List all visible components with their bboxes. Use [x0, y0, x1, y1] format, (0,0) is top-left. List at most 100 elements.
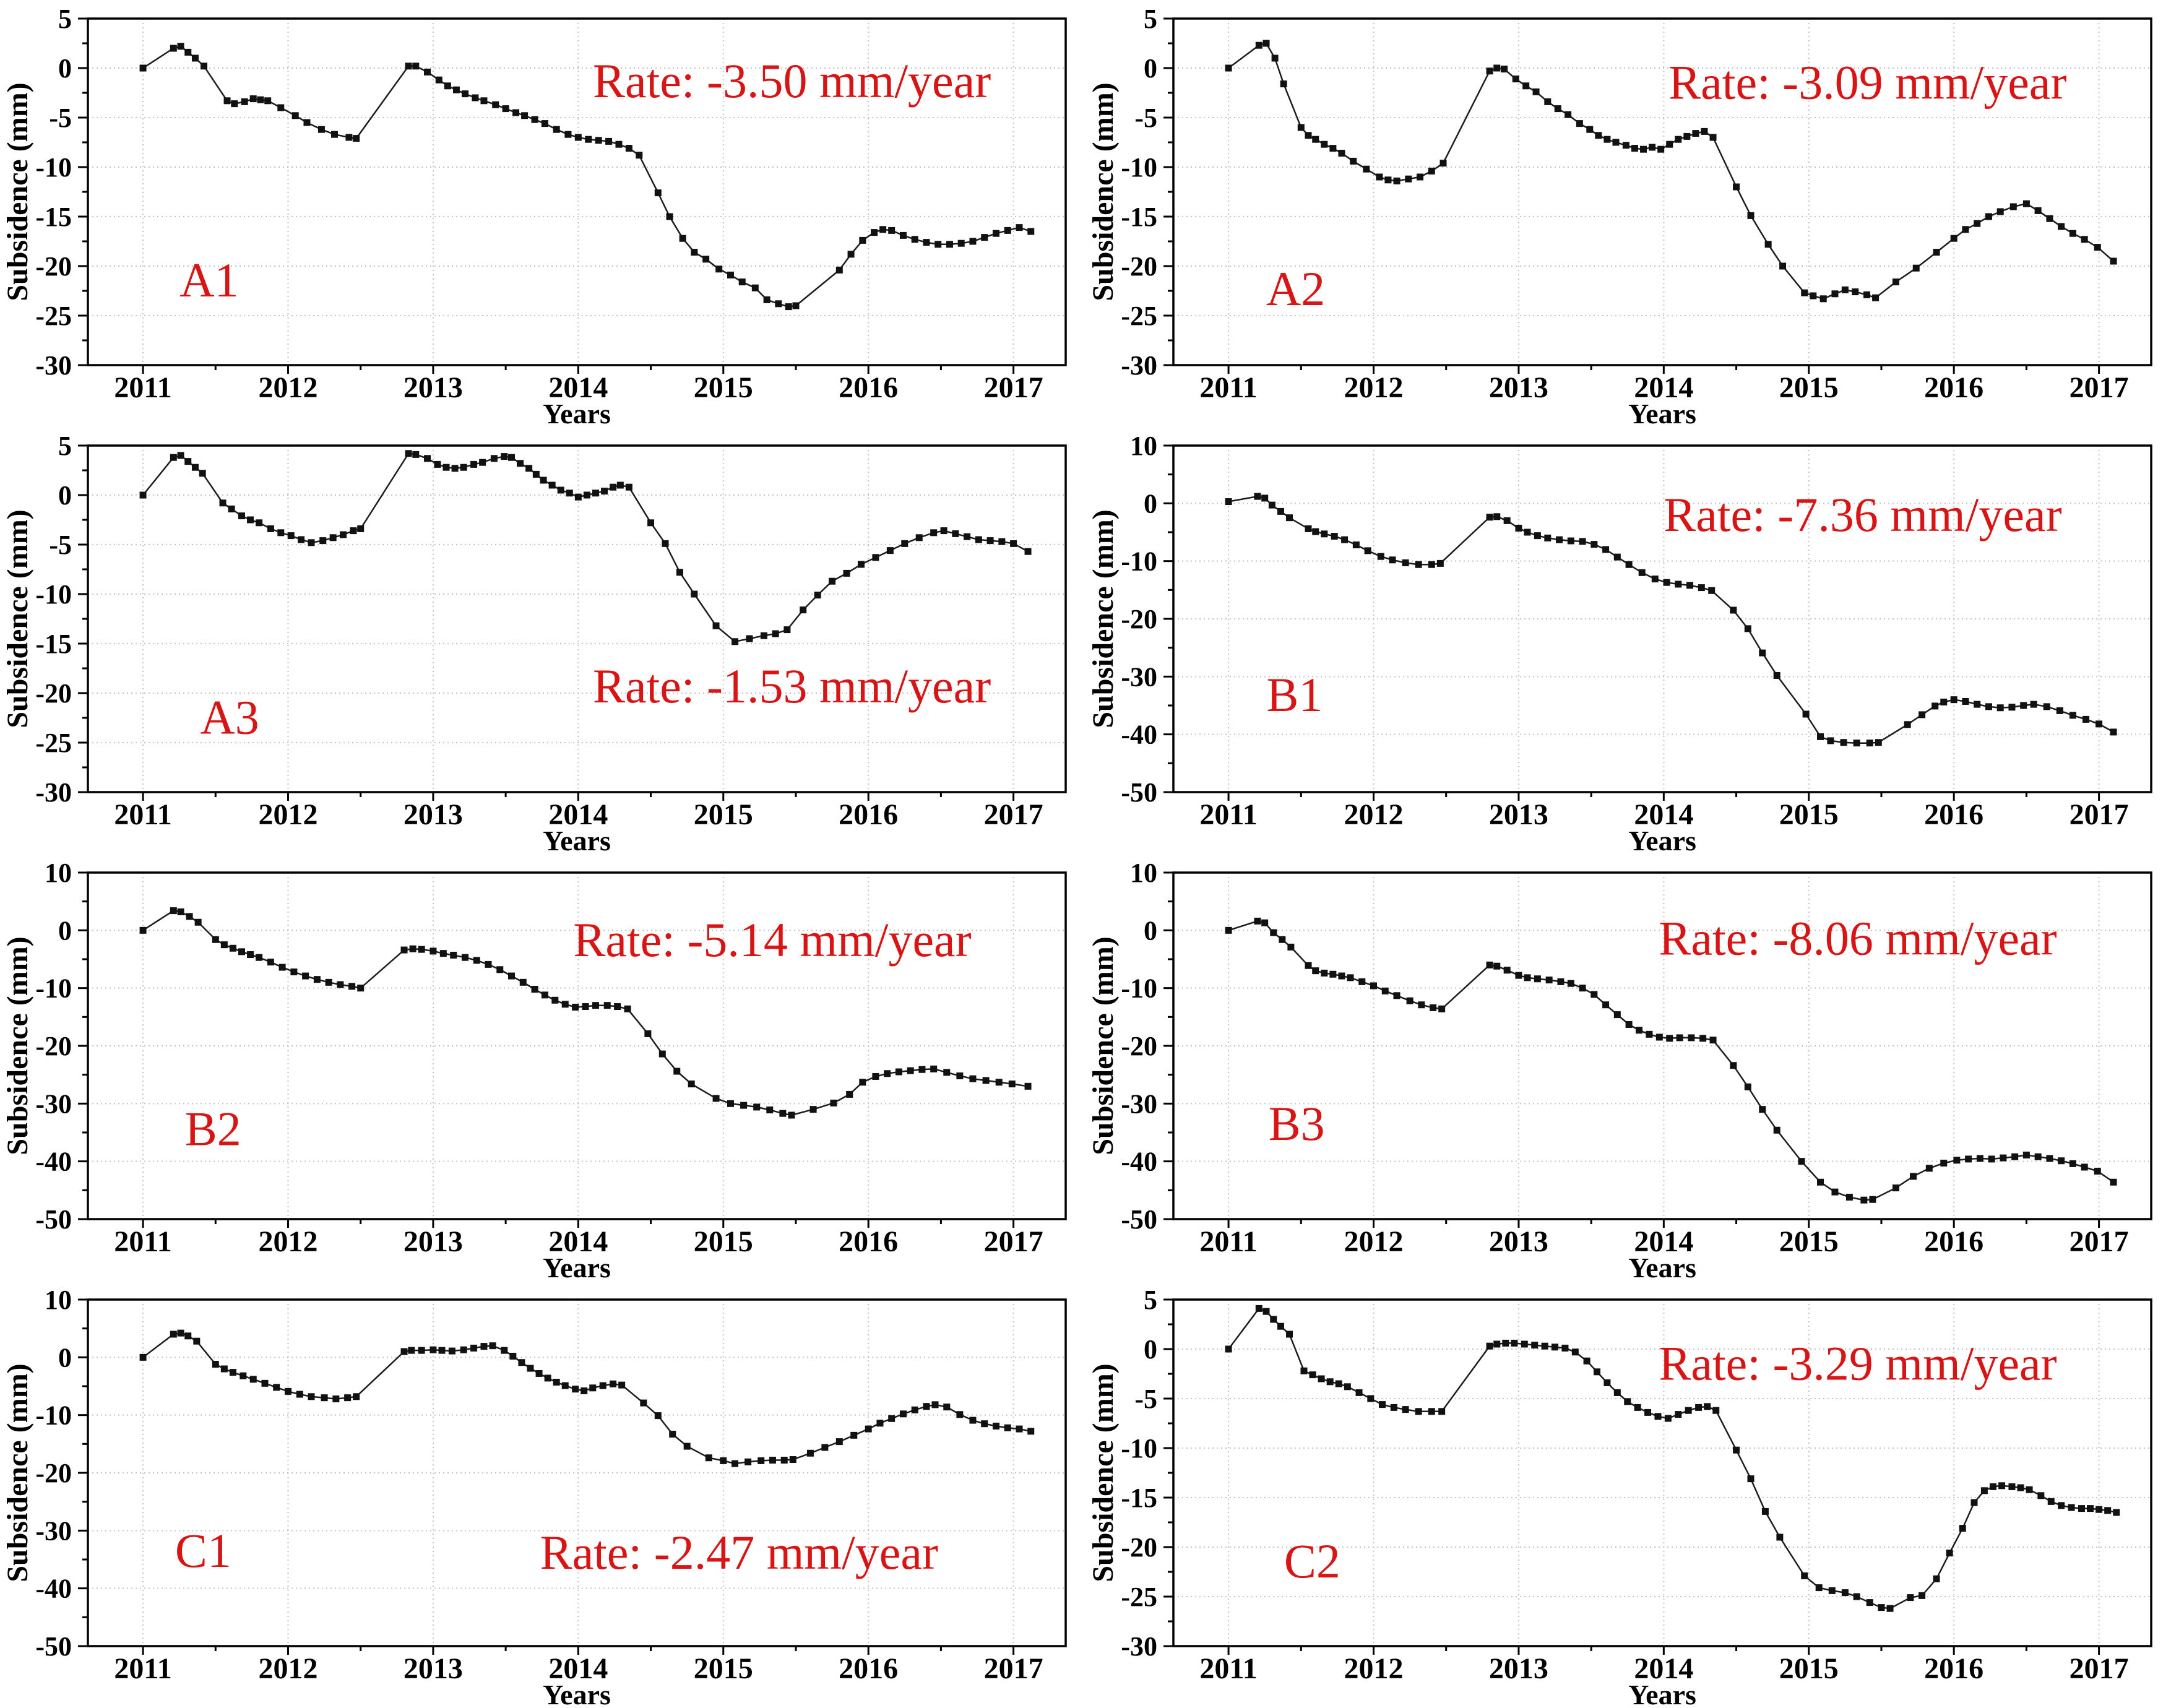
data-point [1841, 286, 1849, 293]
x-tick-label: 2015 [694, 798, 753, 831]
data-point [1004, 226, 1011, 234]
data-point [1428, 167, 1435, 175]
x-axis-title: Years [543, 398, 611, 427]
data-point [508, 972, 516, 980]
y-tick-label: -10 [1121, 152, 1157, 183]
data-point [740, 1102, 748, 1109]
data-point [843, 569, 850, 577]
x-tick-label: 2016 [839, 1225, 898, 1258]
panel-label: C2 [1284, 1534, 1340, 1588]
data-point [574, 134, 582, 141]
data-point [981, 1420, 988, 1428]
data-point [1612, 139, 1620, 146]
data-point [408, 1347, 415, 1354]
data-point [139, 926, 147, 934]
rate-annotation: Rate: -2.47 mm/year [540, 1525, 938, 1579]
data-point [1522, 82, 1530, 90]
data-point [1500, 66, 1508, 73]
data-point [249, 1376, 257, 1383]
data-point [1744, 625, 1751, 632]
data-point [1985, 213, 1992, 220]
data-point [931, 1401, 939, 1408]
data-point [1646, 1030, 1653, 1038]
data-point [564, 131, 572, 138]
data-point [582, 1003, 589, 1011]
y-tick-label: -10 [35, 579, 72, 610]
data-point [553, 1378, 560, 1386]
data-point [490, 455, 498, 462]
data-point [901, 540, 909, 547]
data-point [1747, 212, 1754, 219]
data-point [509, 1352, 517, 1360]
data-point [240, 1372, 247, 1379]
data-point [581, 1387, 588, 1394]
data-point [357, 985, 365, 992]
data-point [2104, 1507, 2112, 1514]
data-point [1335, 1380, 1342, 1387]
data-point [348, 983, 356, 990]
data-point [501, 453, 508, 460]
data-point [614, 1003, 621, 1011]
data-point [814, 592, 821, 599]
y-tick-label: -40 [35, 1147, 72, 1177]
data-point [1733, 1446, 1740, 1454]
data-point [1683, 132, 1691, 140]
y-tick-label: 0 [1144, 915, 1157, 946]
data-point [313, 976, 321, 983]
data-point [298, 536, 305, 543]
data-point [220, 1365, 228, 1373]
data-point [835, 266, 843, 274]
data-point [1919, 1592, 1926, 1599]
data-point [679, 235, 686, 242]
data-point [1297, 124, 1305, 131]
data-point [1418, 1001, 1425, 1009]
data-point [177, 452, 184, 459]
data-point [231, 100, 238, 108]
data-point [1959, 1525, 1966, 1532]
data-point [228, 505, 235, 512]
data-point [2069, 230, 2076, 237]
data-point [1875, 739, 1882, 746]
data-point [1965, 1155, 1972, 1163]
y-tick-label: -5 [1134, 103, 1157, 133]
data-point [1603, 136, 1611, 143]
data-point [566, 490, 573, 497]
data-point [2034, 1153, 2042, 1160]
x-tick-label: 2014 [1634, 1225, 1693, 1258]
data-point [2078, 1505, 2085, 1512]
x-tick-label: 2016 [1924, 1225, 1983, 1258]
y-tick-label: -15 [1121, 202, 1157, 232]
data-point [357, 525, 365, 532]
gridlines [1173, 1300, 2151, 1646]
panel-label: B1 [1266, 668, 1323, 722]
data-point [1644, 1408, 1652, 1416]
data-point [1287, 943, 1295, 951]
chart-panel-A3: A3 50-5-10-15-20-25-30201120122013201420… [0, 427, 1086, 854]
data-point [610, 483, 617, 491]
data-point [1708, 587, 1716, 594]
data-point [267, 959, 274, 966]
data-point [1541, 1342, 1548, 1350]
data-point [872, 1072, 879, 1080]
data-point [850, 1431, 858, 1439]
data-point [654, 189, 662, 197]
data-point [1779, 262, 1787, 270]
data-point [480, 1343, 488, 1350]
data-point [1300, 1367, 1308, 1374]
data-point [1685, 1407, 1692, 1414]
data-point [1654, 1413, 1662, 1420]
x-tick-label: 2017 [984, 371, 1043, 404]
data-point [1810, 292, 1817, 300]
data-point [544, 1374, 551, 1382]
data-point [918, 1066, 926, 1073]
data-point [345, 134, 353, 141]
data-point [1985, 703, 1992, 710]
data-point [969, 1417, 977, 1424]
data-point [405, 63, 412, 70]
y-axis-title: Subsidence (mm) [1087, 82, 1120, 301]
data-point [746, 635, 753, 642]
data-point [952, 530, 959, 537]
rate-annotation: Rate: -3.29 mm/year [1659, 1337, 2057, 1391]
data-point [1010, 540, 1017, 547]
